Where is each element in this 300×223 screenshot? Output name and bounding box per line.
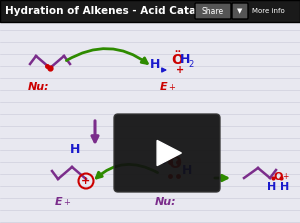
Text: More info: More info xyxy=(252,8,285,14)
FancyBboxPatch shape xyxy=(232,3,248,19)
Text: H: H xyxy=(267,182,276,192)
Text: H: H xyxy=(182,164,192,177)
Text: 2: 2 xyxy=(188,60,193,69)
Polygon shape xyxy=(157,140,182,166)
Text: +: + xyxy=(176,65,184,75)
Text: ▼: ▼ xyxy=(237,8,243,14)
Text: O: O xyxy=(168,156,181,171)
Text: Hydration of Alkenes - Acid Catalyze: Hydration of Alkenes - Acid Catalyze xyxy=(5,6,220,16)
FancyBboxPatch shape xyxy=(114,114,220,192)
Text: Ö: Ö xyxy=(171,53,183,67)
Text: H: H xyxy=(180,53,190,66)
Text: +: + xyxy=(63,198,70,207)
Text: Nu:: Nu: xyxy=(28,82,50,92)
Text: +: + xyxy=(168,83,175,92)
Text: H: H xyxy=(150,58,160,71)
Text: H: H xyxy=(70,143,80,156)
Text: O: O xyxy=(274,172,284,182)
Text: E: E xyxy=(55,197,63,207)
FancyBboxPatch shape xyxy=(195,3,231,19)
FancyBboxPatch shape xyxy=(0,0,300,22)
Text: H: H xyxy=(156,154,166,167)
Text: +: + xyxy=(81,176,91,186)
Text: H: H xyxy=(280,182,289,192)
Text: E: E xyxy=(160,82,168,92)
Text: +: + xyxy=(282,172,288,181)
Text: Nu:: Nu: xyxy=(155,197,177,207)
Text: Share: Share xyxy=(202,6,224,16)
